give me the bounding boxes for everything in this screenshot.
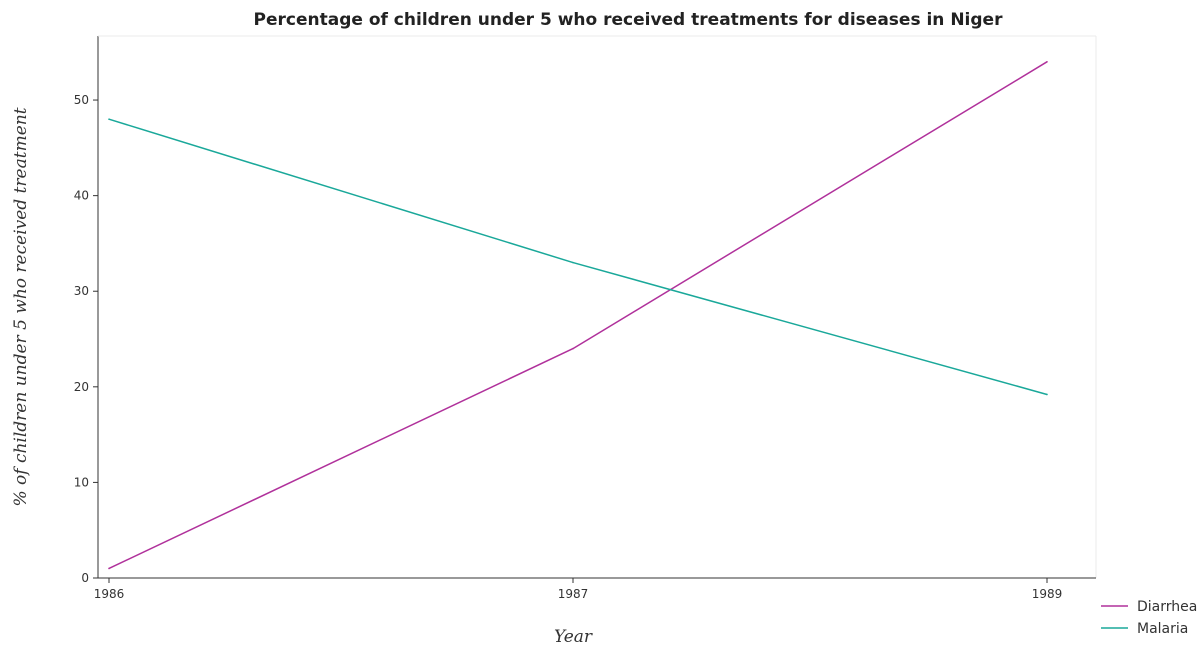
point-diarrhea-1987	[572, 347, 574, 350]
point-malaria-1986	[108, 118, 110, 120]
series-line-malaria	[108, 118, 1048, 396]
y-tick-label: 20	[74, 380, 89, 394]
y-tick-label: 50	[74, 93, 89, 107]
y-tick-label: 40	[74, 189, 89, 203]
y-axis: 0 10 20 30 40 50	[74, 35, 1097, 585]
point-malaria-1987	[572, 261, 574, 264]
plot-lines	[108, 61, 1048, 570]
legend-label-malaria: Malaria	[1137, 621, 1188, 637]
x-tick-label: 1986	[94, 587, 125, 601]
x-axis: 1986 1987 1989	[94, 577, 1096, 601]
x-tick-label: 1987	[558, 587, 589, 601]
legend: Diarrhea Malaria	[1101, 599, 1197, 637]
point-diarrhea-1986	[108, 567, 110, 570]
point-malaria-1989	[1046, 393, 1048, 396]
point-diarrhea-1989	[1046, 61, 1048, 63]
y-axis-title: % of children under 5 who received treat…	[11, 107, 31, 506]
x-tick-label: 1989	[1032, 587, 1063, 601]
y-tick-label: 10	[74, 475, 89, 489]
y-tick-label: 0	[81, 571, 89, 585]
series-line-diarrhea	[108, 61, 1048, 570]
legend-label-diarrhea: Diarrhea	[1137, 599, 1197, 615]
chart-title: Percentage of children under 5 who recei…	[254, 10, 1004, 30]
x-axis-title: Year	[554, 627, 593, 647]
y-tick-label: 30	[74, 284, 89, 298]
